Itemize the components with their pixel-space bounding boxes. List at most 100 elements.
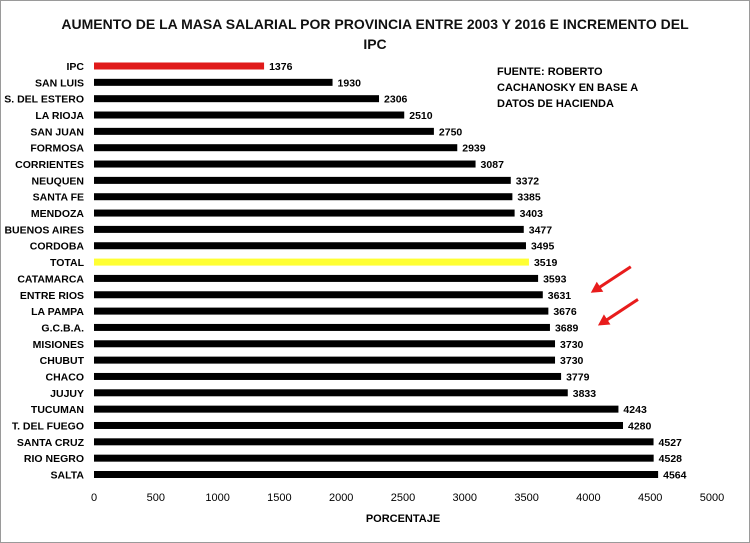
bar-buenos-aires [94, 225, 524, 233]
category-label-san-juan: SAN JUAN [30, 126, 84, 138]
category-label-formosa: FORMOSA [30, 143, 84, 155]
category-label-cordoba: CORDOBA [30, 241, 85, 253]
category-label-buenos-aires: BUENOS AIRES [4, 224, 84, 236]
arrow-entre-rios [590, 265, 632, 293]
category-label-corrientes: CORRIENTES [15, 159, 84, 171]
value-label-buenos-aires: 3477 [529, 224, 553, 236]
x-tick-label-4000: 4000 [576, 492, 600, 504]
category-label-ipc: IPC [66, 61, 84, 73]
bar-rio-negro [94, 454, 654, 462]
value-label-formosa: 2939 [462, 143, 486, 155]
bar-mendoza [94, 209, 515, 217]
category-label-misiones: MISIONES [33, 339, 84, 351]
category-label-mendoza: MENDOZA [31, 208, 84, 220]
value-label-la-rioja: 2510 [409, 110, 433, 122]
value-label-total: 3519 [534, 257, 558, 269]
category-label-catamarca: CATAMARCA [17, 273, 84, 285]
x-tick-label-3500: 3500 [514, 492, 538, 504]
bar-salta [94, 471, 659, 478]
category-label-g-c-b-a: G.C.B.A. [41, 322, 84, 334]
bar-t-del-fuego [94, 421, 624, 429]
bar-santa-fe [94, 193, 513, 201]
x-tick-label-1000: 1000 [205, 492, 229, 504]
chart-title: AUMENTO DE LA MASA SALARIAL POR PROVINCI… [40, 14, 710, 54]
category-label-rio-negro: RIO NEGRO [24, 453, 84, 465]
value-label-tucuman: 4243 [623, 404, 647, 416]
bar-neuquen [94, 176, 511, 184]
value-label-jujuy: 3833 [573, 388, 597, 400]
value-label-santa-cruz: 4527 [659, 437, 683, 449]
x-tick-label-2500: 2500 [391, 492, 415, 504]
value-label-santa-fe: 3385 [517, 192, 541, 204]
category-label-santa-fe: SANTA FE [33, 192, 84, 204]
arrows-group [590, 265, 639, 326]
source-note-line-1: FUENTE: ROBERTO [497, 66, 603, 78]
arrow-g-c-b-a [597, 298, 639, 326]
value-label-t-del-fuego: 4280 [628, 420, 652, 432]
category-label-s-del-estero: S. DEL ESTERO [4, 94, 84, 106]
x-axis-label: PORCENTAJE [366, 513, 440, 525]
value-label-catamarca: 3593 [543, 273, 567, 285]
category-label-jujuy: JUJUY [50, 388, 84, 400]
x-tick-label-5000: 5000 [700, 492, 724, 504]
category-label-total: TOTAL [50, 257, 85, 269]
value-label-mendoza: 3403 [520, 208, 544, 220]
category-label-chubut: CHUBUT [40, 355, 85, 367]
category-label-neuquen: NEUQUEN [31, 175, 84, 187]
bar-formosa [94, 144, 458, 152]
x-tick-label-3000: 3000 [453, 492, 477, 504]
category-label-salta: SALTA [51, 470, 85, 482]
category-labels: IPC SAN LUIS S. DEL ESTERO LA RIOJA SAN JUAN… [4, 61, 84, 482]
bar-g-c-b-a [94, 323, 550, 331]
source-note: FUENTE: ROBERTO CACHANOSKY EN BASE A DAT… [497, 64, 657, 112]
bar-misiones [94, 340, 556, 348]
category-label-la-rioja: LA RIOJA [35, 110, 84, 122]
bars-group [94, 62, 659, 478]
bar-catamarca [94, 274, 539, 282]
x-tick-label-2000: 2000 [329, 492, 353, 504]
value-label-rio-negro: 4528 [659, 453, 683, 465]
value-label-s-del-estero: 2306 [384, 94, 408, 106]
category-label-tucuman: TUCUMAN [31, 404, 84, 416]
x-tick-label-500: 500 [147, 492, 165, 504]
category-label-entre-rios: ENTRE RIOS [20, 290, 84, 302]
category-label-san-luis: SAN LUIS [35, 77, 84, 89]
bar-s-del-estero [94, 95, 380, 103]
source-note-line-2: CACHANOSKY EN BASE A [497, 82, 639, 94]
x-axis-ticks: 0 500 1000 1500 2000 2500 3000 3500 4000 4500 5000 [91, 492, 724, 504]
x-tick-label-4500: 4500 [638, 492, 662, 504]
x-tick-label-1500: 1500 [267, 492, 291, 504]
bar-san-juan [94, 127, 434, 135]
category-label-la-pampa: LA PAMPA [31, 306, 84, 318]
value-label-la-pampa: 3676 [553, 306, 577, 318]
value-label-chubut: 3730 [560, 355, 584, 367]
bar-ipc [94, 62, 265, 70]
bar-entre-rios [94, 291, 543, 299]
category-label-chaco: CHACO [46, 371, 85, 383]
bar-chaco [94, 372, 562, 380]
category-label-t-del-fuego: T. DEL FUEGO [12, 420, 84, 432]
bar-la-pampa [94, 307, 549, 315]
bar-total [94, 258, 529, 266]
category-label-santa-cruz: SANTA CRUZ [17, 437, 85, 449]
x-tick-label-0: 0 [91, 492, 97, 504]
chart-title-line-2: IPC [363, 36, 387, 52]
value-label-cordoba: 3495 [531, 241, 555, 253]
value-label-g-c-b-a: 3689 [555, 322, 579, 334]
bar-chubut [94, 356, 556, 364]
value-label-san-luis: 1930 [338, 77, 362, 89]
bar-santa-cruz [94, 438, 654, 446]
bar-san-luis [94, 78, 333, 86]
bar-tucuman [94, 405, 619, 413]
chart-title-line-1: AUMENTO DE LA MASA SALARIAL POR PROVINCI… [61, 16, 689, 32]
bar-corrientes [94, 160, 476, 168]
value-label-neuquen: 3372 [516, 175, 540, 187]
bar-la-rioja [94, 111, 405, 119]
value-label-corrientes: 3087 [481, 159, 505, 171]
bar-cordoba [94, 242, 526, 250]
value-label-san-juan: 2750 [439, 126, 463, 138]
source-note-line-3: DATOS DE HACIENDA [497, 98, 614, 110]
bar-jujuy [94, 389, 568, 397]
